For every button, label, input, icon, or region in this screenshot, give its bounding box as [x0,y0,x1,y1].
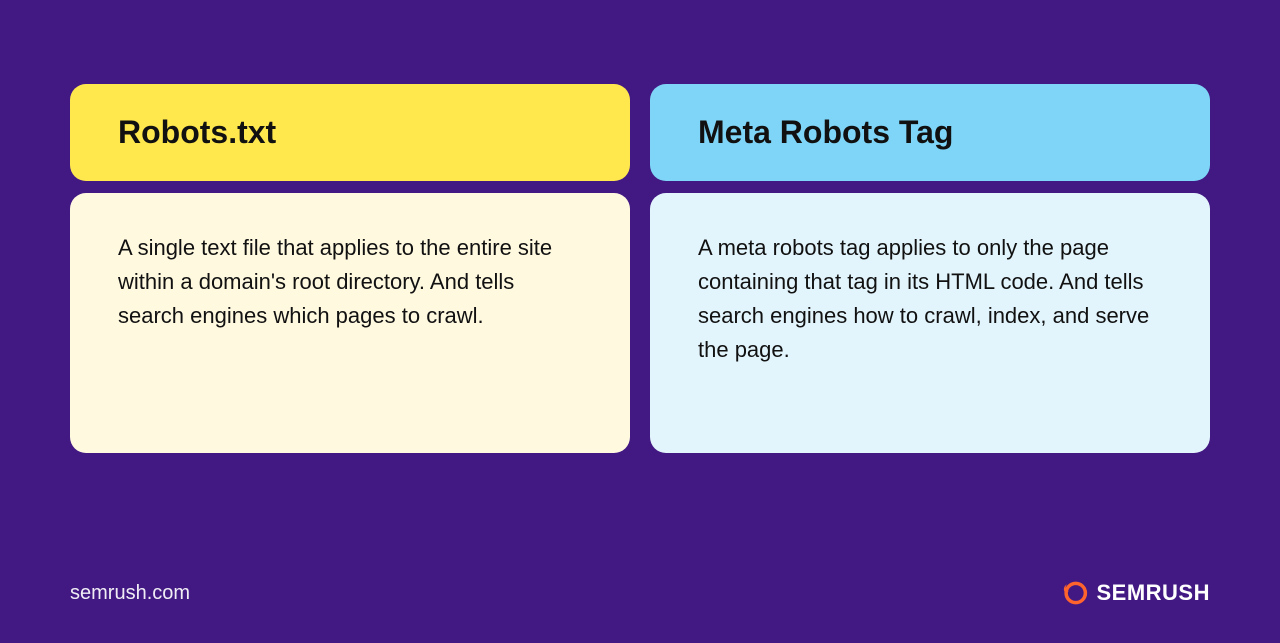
card-body: A meta robots tag applies to only the pa… [650,193,1210,453]
flame-icon [1060,579,1088,607]
card-body: A single text file that applies to the e… [70,193,630,453]
infographic-canvas: Robots.txt A single text file that appli… [0,0,1280,643]
brand-text: SEMRUSH [1096,580,1210,606]
card-header: Robots.txt [70,84,630,181]
footer: semrush.com SEMRUSH [70,579,1210,607]
brand: SEMRUSH [1060,579,1210,607]
footer-url: semrush.com [70,582,190,605]
card-robots-txt: Robots.txt A single text file that appli… [70,84,630,453]
cards-row: Robots.txt A single text file that appli… [70,84,1210,453]
card-meta-robots: Meta Robots Tag A meta robots tag applie… [650,84,1210,453]
card-header: Meta Robots Tag [650,84,1210,181]
